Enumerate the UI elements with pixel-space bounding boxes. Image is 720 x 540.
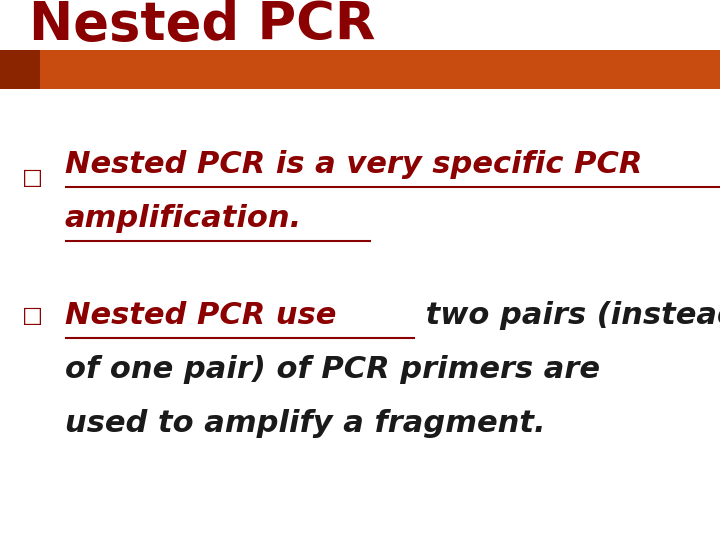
Text: of one pair) of PCR primers are: of one pair) of PCR primers are bbox=[65, 355, 600, 384]
Text: two pairs (instead: two pairs (instead bbox=[415, 301, 720, 330]
Text: □: □ bbox=[22, 168, 43, 188]
Text: Nested PCR use: Nested PCR use bbox=[65, 301, 336, 330]
Text: used to amplify a fragment.: used to amplify a fragment. bbox=[65, 409, 546, 438]
Text: Nested PCR: Nested PCR bbox=[29, 0, 375, 51]
Bar bbox=[40, 50, 720, 89]
Bar bbox=[0, 50, 40, 89]
Text: amplification.: amplification. bbox=[65, 204, 302, 233]
Text: Nested PCR is a very specific PCR: Nested PCR is a very specific PCR bbox=[65, 150, 642, 179]
Text: □: □ bbox=[22, 306, 43, 326]
